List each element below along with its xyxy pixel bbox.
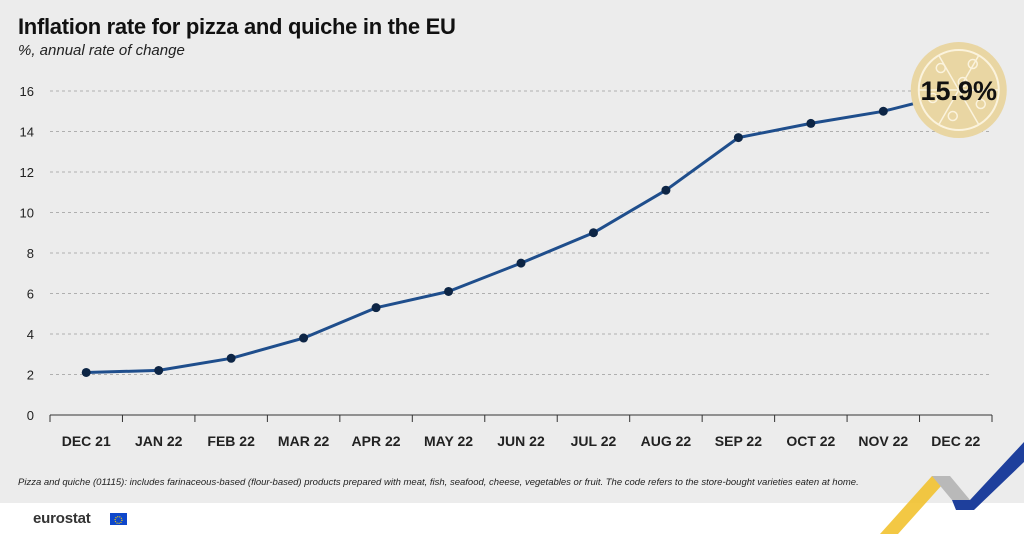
x-tick-label: JUL 22 (571, 433, 617, 449)
x-tick-label: OCT 22 (786, 433, 835, 449)
x-tick-label: MAR 22 (278, 433, 330, 449)
data-point (154, 365, 164, 375)
x-tick-label: JAN 22 (135, 433, 183, 449)
x-tick-label: DEC 21 (62, 433, 111, 449)
x-tick-label: MAY 22 (424, 433, 473, 449)
x-tick-label: NOV 22 (858, 433, 908, 449)
y-tick-label: 0 (27, 408, 34, 423)
footnote: Pizza and quiche (01115): includes farin… (18, 477, 859, 488)
y-tick-label: 8 (27, 246, 34, 261)
y-tick-label: 6 (27, 287, 34, 302)
data-point (371, 303, 381, 313)
series-line (86, 91, 957, 374)
eurostat-logo: eurostat (33, 510, 91, 527)
y-tick-label: 16 (20, 84, 34, 99)
y-tick-label: 12 (20, 165, 34, 180)
data-point (733, 133, 743, 143)
y-tick-label: 10 (20, 206, 34, 221)
data-point (661, 185, 671, 195)
x-tick-label: JUN 22 (497, 433, 545, 449)
data-point (516, 258, 526, 268)
data-point (299, 333, 309, 343)
y-tick-label: 4 (27, 327, 34, 342)
data-point (588, 228, 598, 238)
eu-flag-icon (110, 513, 127, 525)
y-tick-label: 2 (27, 368, 34, 383)
chart-subtitle: %, annual rate of change (18, 42, 185, 59)
chart-panel (0, 0, 1024, 503)
x-tick-label: AUG 22 (641, 433, 692, 449)
data-point (81, 367, 91, 377)
data-point (878, 106, 888, 116)
chart-title: Inflation rate for pizza and quiche in t… (18, 14, 456, 39)
x-tick-label: FEB 22 (207, 433, 255, 449)
line-chart: 0 2 4 6 8 10 12 14 16 DEC 21 JAN 22 FEB 22 MAR 22 APR… (20, 42, 1007, 449)
y-tick-label: 14 (20, 125, 34, 140)
x-tick-label: SEP 22 (715, 433, 762, 449)
value-annotation: 15.9% (920, 76, 997, 106)
pizza-icon (910, 42, 1007, 139)
data-point (806, 118, 816, 128)
x-tick-label: APR 22 (352, 433, 401, 449)
x-tick-label: DEC 22 (931, 433, 980, 449)
data-point (226, 353, 236, 363)
decorative-swoosh-icon (880, 442, 1024, 534)
data-point (444, 286, 454, 296)
